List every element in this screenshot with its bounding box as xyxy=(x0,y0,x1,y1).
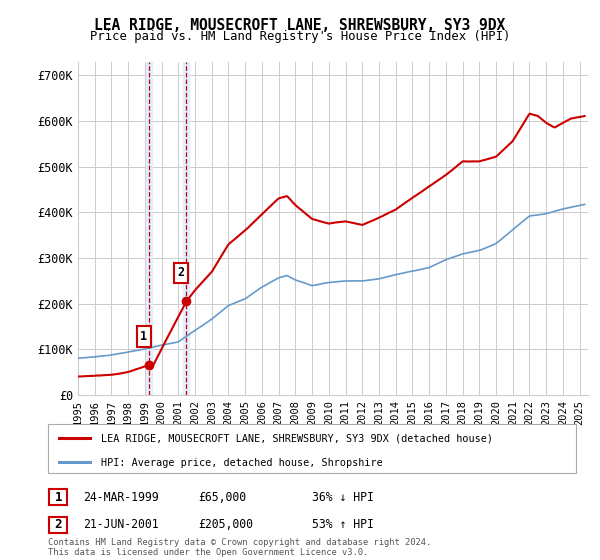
Bar xyxy=(146,62,152,395)
Text: £65,000: £65,000 xyxy=(198,491,246,504)
Text: 1: 1 xyxy=(140,330,148,343)
Text: 24-MAR-1999: 24-MAR-1999 xyxy=(83,491,158,504)
Text: Price paid vs. HM Land Registry's House Price Index (HPI): Price paid vs. HM Land Registry's House … xyxy=(90,30,510,43)
Bar xyxy=(183,62,189,395)
FancyBboxPatch shape xyxy=(48,424,576,473)
Text: 2: 2 xyxy=(178,266,185,279)
Text: 1: 1 xyxy=(55,491,62,504)
Text: £205,000: £205,000 xyxy=(198,518,253,531)
Text: 2: 2 xyxy=(55,518,62,531)
Text: Contains HM Land Registry data © Crown copyright and database right 2024.
This d: Contains HM Land Registry data © Crown c… xyxy=(48,538,431,557)
Text: 53% ↑ HPI: 53% ↑ HPI xyxy=(312,518,374,531)
Text: 36% ↓ HPI: 36% ↓ HPI xyxy=(312,491,374,504)
Text: LEA RIDGE, MOUSECROFT LANE, SHREWSBURY, SY3 9DX: LEA RIDGE, MOUSECROFT LANE, SHREWSBURY, … xyxy=(94,18,506,33)
Text: HPI: Average price, detached house, Shropshire: HPI: Average price, detached house, Shro… xyxy=(101,458,383,468)
Text: LEA RIDGE, MOUSECROFT LANE, SHREWSBURY, SY3 9DX (detached house): LEA RIDGE, MOUSECROFT LANE, SHREWSBURY, … xyxy=(101,433,493,444)
Text: 21-JUN-2001: 21-JUN-2001 xyxy=(83,518,158,531)
